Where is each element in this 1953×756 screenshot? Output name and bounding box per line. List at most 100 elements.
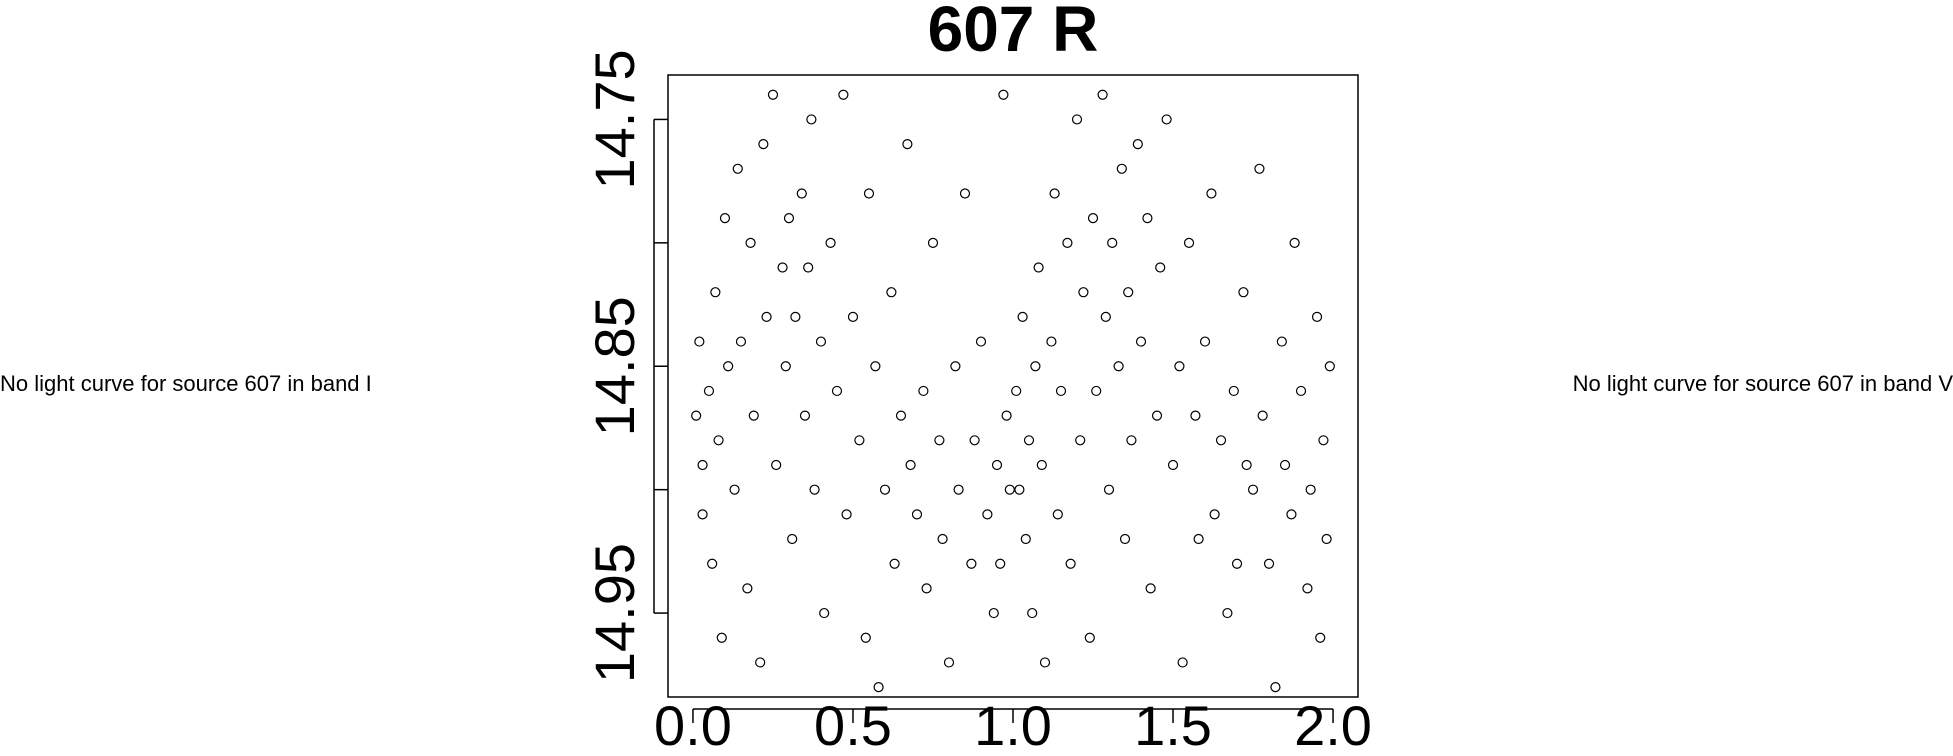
point: [1004, 484, 1015, 495]
point: [950, 361, 961, 372]
point: [934, 435, 945, 446]
point: [1126, 435, 1137, 446]
point: [809, 484, 820, 495]
point: [694, 336, 705, 347]
point: [1151, 410, 1163, 421]
point: [1001, 410, 1012, 421]
point: [1084, 632, 1095, 643]
point: [847, 311, 859, 322]
y-tick-label: 14.75: [583, 49, 646, 189]
point: [1321, 533, 1332, 545]
point: [783, 213, 795, 224]
point: [1177, 657, 1188, 668]
point: [975, 336, 987, 347]
point: [1116, 163, 1127, 174]
point: [755, 657, 766, 668]
annotation: No light curve for source 607 in band I: [0, 371, 372, 396]
point: [1305, 484, 1316, 495]
point: [1286, 509, 1297, 520]
point: [799, 410, 811, 421]
annotation: No light curve for source 607 in band V: [1573, 371, 1953, 396]
point: [732, 163, 743, 174]
point: [1215, 435, 1227, 446]
point: [1318, 435, 1329, 446]
point: [825, 237, 836, 248]
point: [1295, 385, 1307, 397]
point: [1228, 385, 1239, 397]
point: [780, 361, 791, 372]
point: [1209, 509, 1220, 520]
point: [959, 188, 971, 199]
point: [1190, 410, 1201, 421]
point: [918, 385, 929, 397]
point: [1222, 607, 1233, 619]
x-tick-label: 2.0: [1294, 694, 1372, 756]
point: [703, 385, 715, 397]
point: [911, 509, 923, 520]
point: [1276, 336, 1287, 347]
point: [806, 114, 817, 125]
point: [1011, 385, 1022, 397]
point: [860, 632, 871, 643]
point: [1155, 262, 1166, 273]
point: [838, 89, 849, 100]
point: [1132, 139, 1143, 150]
x-tick-label: 1.5: [1134, 694, 1212, 756]
point: [921, 583, 932, 594]
point: [1100, 311, 1111, 322]
point: [735, 336, 747, 347]
point: [1103, 484, 1115, 495]
chart-title: 607 R: [928, 0, 1099, 65]
point: [790, 311, 801, 322]
point: [937, 533, 948, 545]
point: [1161, 114, 1172, 125]
point: [1046, 336, 1057, 347]
point: [879, 484, 891, 495]
point: [1167, 459, 1179, 471]
point: [1279, 459, 1291, 471]
point: [729, 484, 740, 495]
y-tick-label: 14.95: [583, 543, 646, 683]
point: [1142, 213, 1153, 224]
point: [719, 213, 731, 224]
point: [1071, 114, 1083, 125]
point: [697, 509, 708, 520]
point: [1036, 459, 1047, 471]
point: [1315, 632, 1326, 643]
point: [742, 583, 753, 594]
point: [771, 459, 782, 471]
point: [1302, 583, 1313, 594]
point: [1078, 287, 1089, 298]
point: [982, 509, 993, 520]
point: [1033, 262, 1044, 273]
point: [758, 139, 769, 150]
point: [1193, 533, 1204, 545]
point: [710, 287, 721, 298]
point: [767, 89, 779, 100]
point: [1014, 484, 1025, 495]
point: [1055, 385, 1067, 397]
point: [815, 336, 827, 347]
point: [819, 607, 830, 619]
point: [1311, 311, 1323, 322]
point: [902, 139, 913, 150]
point: [1123, 287, 1134, 298]
point: [1049, 188, 1060, 199]
point: [1135, 336, 1147, 347]
point: [863, 188, 875, 199]
point: [927, 237, 939, 248]
point: [796, 188, 807, 199]
point: [1324, 361, 1335, 372]
point: [745, 237, 756, 248]
point: [1119, 533, 1131, 545]
point: [1107, 237, 1118, 248]
point: [787, 533, 798, 545]
x-tick-label: 0.0: [654, 694, 732, 756]
point: [777, 262, 788, 273]
point: [870, 361, 881, 372]
point: [873, 682, 884, 693]
point: [998, 89, 1009, 100]
point: [1270, 682, 1281, 693]
